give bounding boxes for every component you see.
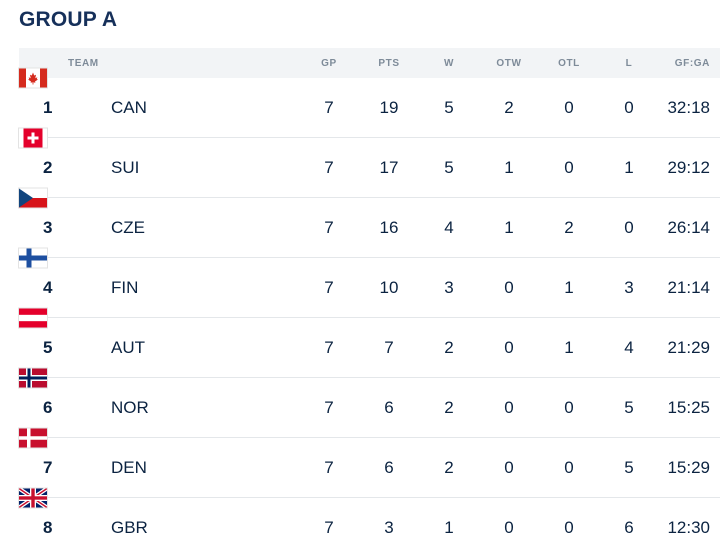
header-otl: OTL xyxy=(558,57,580,69)
w-value: 1 xyxy=(444,517,454,537)
l-value: 5 xyxy=(624,397,634,417)
canada-flag-icon xyxy=(19,68,47,88)
otw-value: 0 xyxy=(504,517,514,537)
pts-value: 17 xyxy=(379,157,399,177)
team-name[interactable]: GBR xyxy=(111,517,148,537)
otl-value: 0 xyxy=(564,97,574,117)
header-gfga: GF:GA xyxy=(674,57,710,69)
w-value: 2 xyxy=(444,457,454,477)
gfga-value: 12:30 xyxy=(667,517,710,537)
l-value: 4 xyxy=(624,337,634,357)
w-value: 5 xyxy=(444,157,454,177)
team-name[interactable]: FIN xyxy=(111,277,139,297)
otw-value: 0 xyxy=(504,457,514,477)
table-row[interactable]: 8 GBR 7 3 1 0 0 6 12:30 xyxy=(19,488,720,557)
otw-value: 0 xyxy=(504,277,514,297)
team-name[interactable]: NOR xyxy=(111,397,149,417)
pts-value: 19 xyxy=(379,97,399,117)
table-row[interactable]: 4 FIN 7 10 3 0 1 3 21:14 xyxy=(19,248,720,318)
table-header: TEAM GP PTS W OTW OTL L GF:GA xyxy=(19,48,720,78)
czechia-flag-icon xyxy=(19,188,47,208)
rank: 1 xyxy=(43,97,53,117)
w-value: 2 xyxy=(444,337,454,357)
pts-value: 6 xyxy=(384,397,394,417)
rank: 7 xyxy=(43,457,53,477)
otl-value: 0 xyxy=(564,517,574,537)
gp-value: 7 xyxy=(324,277,334,297)
table-row[interactable]: 2 SUI 7 17 5 1 0 1 29:12 xyxy=(19,128,720,198)
team-name[interactable]: CAN xyxy=(111,97,147,117)
w-value: 4 xyxy=(444,217,454,237)
team-name[interactable]: SUI xyxy=(111,157,140,177)
gp-value: 7 xyxy=(324,217,334,237)
l-value: 1 xyxy=(624,157,634,177)
w-value: 2 xyxy=(444,397,454,417)
table-row[interactable]: 5 AUT 7 7 2 0 1 4 21:29 xyxy=(19,308,720,378)
gfga-value: 26:14 xyxy=(667,217,710,237)
header-gp: GP xyxy=(321,57,337,69)
gp-value: 7 xyxy=(324,457,334,477)
table-row[interactable]: 1 CAN 7 19 5 2 0 0 32:18 xyxy=(19,68,720,138)
l-value: 0 xyxy=(624,97,634,117)
pts-value: 3 xyxy=(384,517,394,537)
otw-value: 0 xyxy=(504,397,514,417)
gp-value: 7 xyxy=(324,397,334,417)
otw-value: 0 xyxy=(504,337,514,357)
gp-value: 7 xyxy=(324,157,334,177)
table-row[interactable]: 6 NOR 7 6 2 0 0 5 15:25 xyxy=(19,368,720,438)
norway-flag-icon xyxy=(19,368,47,388)
team-name[interactable]: CZE xyxy=(111,217,145,237)
rank: 2 xyxy=(43,157,53,177)
header-w: W xyxy=(443,57,455,69)
l-value: 6 xyxy=(624,517,634,537)
header-otw: OTW xyxy=(496,57,522,69)
gp-value: 7 xyxy=(324,517,334,537)
gfga-value: 21:14 xyxy=(667,277,710,297)
gfga-value: 29:12 xyxy=(667,157,710,177)
l-value: 0 xyxy=(624,217,634,237)
team-name[interactable]: DEN xyxy=(111,457,147,477)
pts-value: 10 xyxy=(379,277,399,297)
otl-value: 2 xyxy=(564,217,574,237)
gfga-value: 21:29 xyxy=(667,337,710,357)
gfga-value: 15:29 xyxy=(667,457,710,477)
w-value: 5 xyxy=(444,97,454,117)
gfga-value: 32:18 xyxy=(667,97,710,117)
rank: 8 xyxy=(43,517,53,537)
otl-value: 0 xyxy=(564,157,574,177)
gfga-value: 15:25 xyxy=(667,397,710,417)
finland-flag-icon xyxy=(19,248,47,268)
otw-value: 1 xyxy=(504,217,514,237)
otw-value: 1 xyxy=(504,157,514,177)
header-pts: PTS xyxy=(378,57,400,69)
w-value: 3 xyxy=(444,277,454,297)
l-value: 3 xyxy=(624,277,634,297)
team-name[interactable]: AUT xyxy=(111,337,145,357)
switzerland-flag-icon xyxy=(19,128,47,148)
header-team: TEAM xyxy=(68,57,99,69)
rank: 3 xyxy=(43,217,53,237)
rank: 6 xyxy=(43,397,53,417)
otl-value: 1 xyxy=(564,277,574,297)
otw-value: 2 xyxy=(504,97,514,117)
header-l: L xyxy=(625,57,633,69)
austria-flag-icon xyxy=(19,308,47,328)
standings-table: TEAM GP PTS W OTW OTL L GF:GA 1 CAN 7 19… xyxy=(19,48,720,557)
otl-value: 0 xyxy=(564,457,574,477)
pts-value: 6 xyxy=(384,457,394,477)
group-title: GROUP A xyxy=(19,8,118,31)
denmark-flag-icon xyxy=(19,428,47,448)
pts-value: 7 xyxy=(384,337,394,357)
l-value: 5 xyxy=(624,457,634,477)
rank: 4 xyxy=(43,277,53,297)
table-row[interactable]: 3 CZE 7 16 4 1 2 0 26:14 xyxy=(19,188,720,258)
gp-value: 7 xyxy=(324,337,334,357)
gp-value: 7 xyxy=(324,97,334,117)
otl-value: 1 xyxy=(564,337,574,357)
otl-value: 0 xyxy=(564,397,574,417)
table-row[interactable]: 7 DEN 7 6 2 0 0 5 15:29 xyxy=(19,428,720,498)
pts-value: 16 xyxy=(379,217,399,237)
rank: 5 xyxy=(43,337,53,357)
great-britain-flag-icon xyxy=(19,488,47,508)
